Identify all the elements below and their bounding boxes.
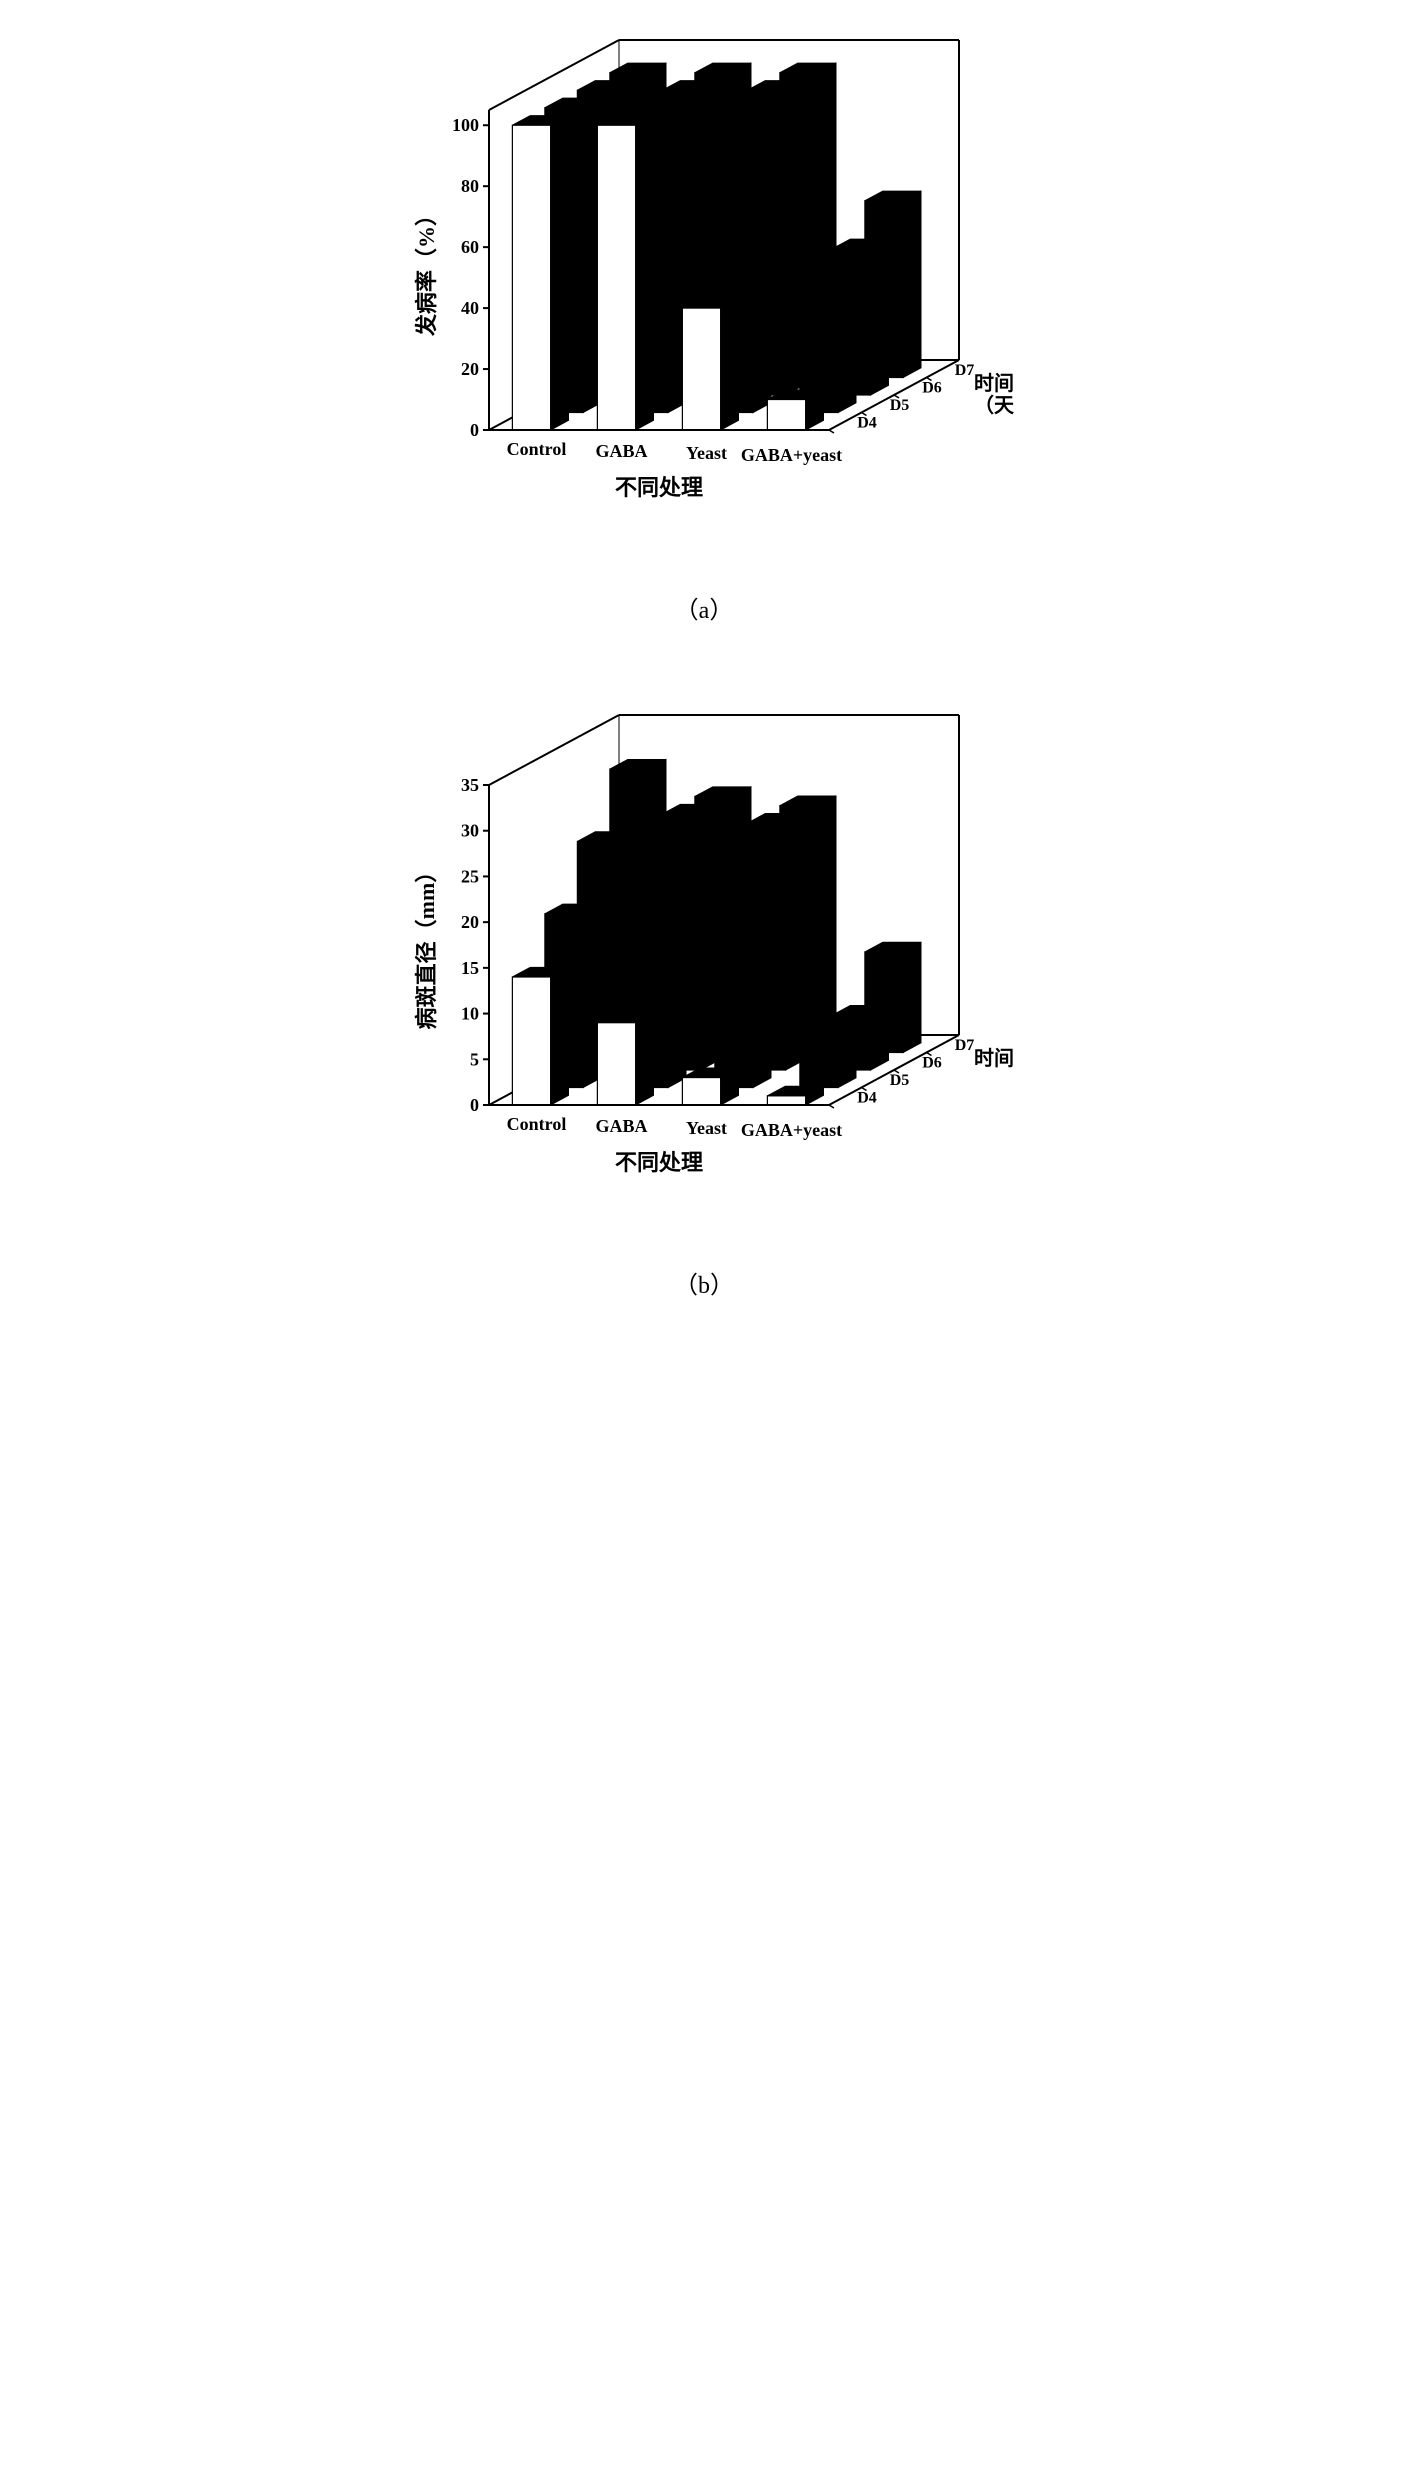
chart-b-svg: 0 5 10 15 20 25 30 35 病斑直径（mm） Control GABA Yeast GA… [394, 655, 1014, 1215]
svg-text:发病率（%）: 发病率（%） [414, 204, 439, 337]
svg-text:Control: Control [507, 439, 567, 459]
caption-a: （a） [675, 590, 734, 625]
svg-text:30: 30 [461, 821, 479, 841]
chart-a-svg: 0 20 40 60 80 100 发病率（%） Control GABA Yeast GABA+y… [394, 20, 1014, 540]
svg-text:100: 100 [452, 115, 479, 135]
svg-text:5: 5 [470, 1049, 479, 1069]
svg-text:0: 0 [470, 420, 479, 440]
svg-text:35: 35 [461, 775, 479, 795]
svg-text:40: 40 [461, 298, 479, 318]
svg-text:D5: D5 [890, 397, 910, 414]
svg-text:病斑直径（mm）: 病斑直径（mm） [414, 861, 439, 1030]
svg-text:25: 25 [461, 866, 479, 886]
svg-text:D5: D5 [890, 1072, 910, 1089]
svg-text:D4: D4 [857, 414, 877, 431]
chart-a-container: 0 20 40 60 80 100 发病率（%） Control GABA Yeast GABA+y… [394, 20, 1014, 540]
svg-text:D6: D6 [922, 1054, 942, 1071]
svg-text:不同处理: 不同处理 [615, 1150, 703, 1175]
svg-text:GABA: GABA [595, 1116, 647, 1136]
svg-text:不同处理: 不同处理 [615, 475, 703, 500]
caption-b: （b） [674, 1265, 734, 1300]
svg-text:80: 80 [461, 176, 479, 196]
chart-b-container: 0 5 10 15 20 25 30 35 病斑直径（mm） Control GABA Yeast GA… [394, 655, 1014, 1215]
svg-text:GABA+yeast: GABA+yeast [741, 1120, 842, 1140]
svg-text:GABA+yeast: GABA+yeast [741, 445, 842, 465]
svg-text:D6: D6 [922, 379, 942, 396]
svg-text:（天）: （天） [974, 394, 1014, 417]
svg-text:20: 20 [461, 912, 479, 932]
svg-text:时间: 时间 [974, 372, 1014, 395]
svg-text:D7: D7 [955, 362, 975, 379]
svg-text:20: 20 [461, 359, 479, 379]
svg-text:GABA: GABA [595, 441, 647, 461]
svg-text:60: 60 [461, 237, 479, 257]
svg-text:Yeast: Yeast [686, 443, 727, 463]
svg-text:时间（天）: 时间（天） [974, 1047, 1014, 1070]
svg-text:D4: D4 [857, 1089, 877, 1106]
svg-text:0: 0 [470, 1095, 479, 1115]
svg-text:10: 10 [461, 1004, 479, 1024]
svg-text:15: 15 [461, 958, 479, 978]
svg-text:Control: Control [507, 1114, 567, 1134]
svg-text:D7: D7 [955, 1037, 975, 1054]
svg-text:Yeast: Yeast [686, 1118, 727, 1138]
